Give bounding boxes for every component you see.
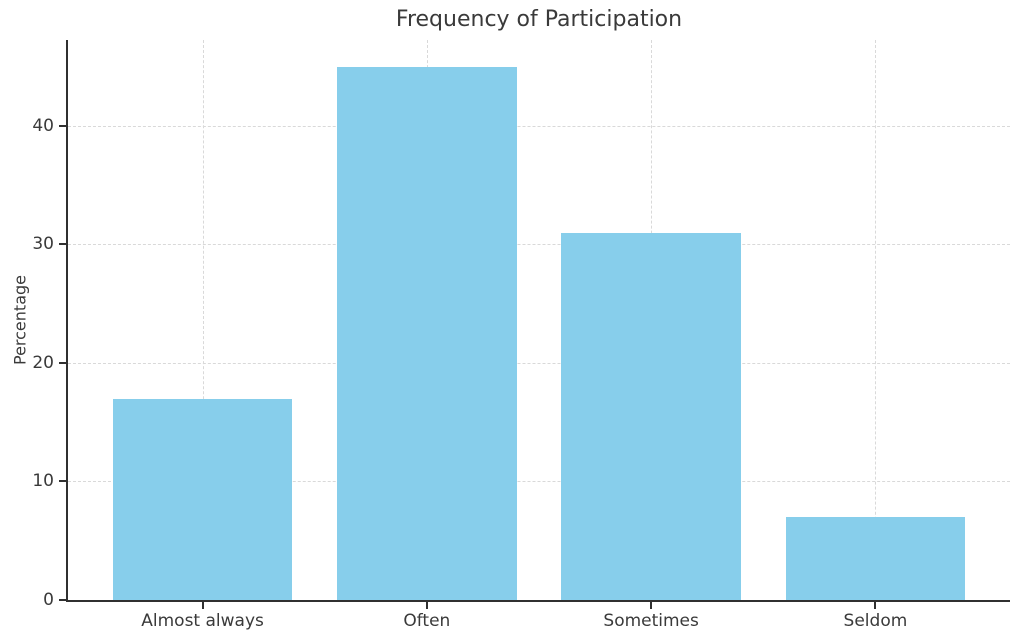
bar-almost-always [112,398,293,600]
gridline-horizontal [68,244,1010,246]
x-tick-label-often: Often [403,611,451,631]
y-axis-label: Percentage [10,274,30,366]
x-tick-label-almost-always: Almost always [141,611,264,631]
gridline-horizontal [68,125,1010,127]
y-tick-mark [59,243,66,246]
bar-sometimes [561,232,741,600]
x-tick-label-seldom: Seldom [843,611,908,631]
gridline-horizontal [68,362,1010,364]
y-tick-mark [59,480,66,483]
gridline-vertical [202,40,204,600]
y-tick-label: 20 [32,352,54,373]
bar-often [337,66,517,600]
x-tick-mark [425,602,428,609]
bar-seldom [785,517,966,600]
gridline-vertical [875,40,877,600]
y-tick-label: 30 [32,234,54,255]
y-tick-mark [59,124,66,127]
x-tick-label-sometimes: Sometimes [603,611,699,631]
y-tick-label: 10 [32,471,54,492]
x-tick-mark [650,602,653,609]
y-tick-mark [59,361,66,364]
y-tick-mark [59,599,66,601]
x-tick-mark [874,602,877,609]
x-tick-mark [201,602,204,609]
gridline-horizontal [68,481,1010,483]
chart-title: Frequency of Participation [395,7,683,32]
y-tick-label: 0 [43,590,54,610]
y-tick-label: 40 [32,115,54,136]
plot-area [66,40,1010,602]
